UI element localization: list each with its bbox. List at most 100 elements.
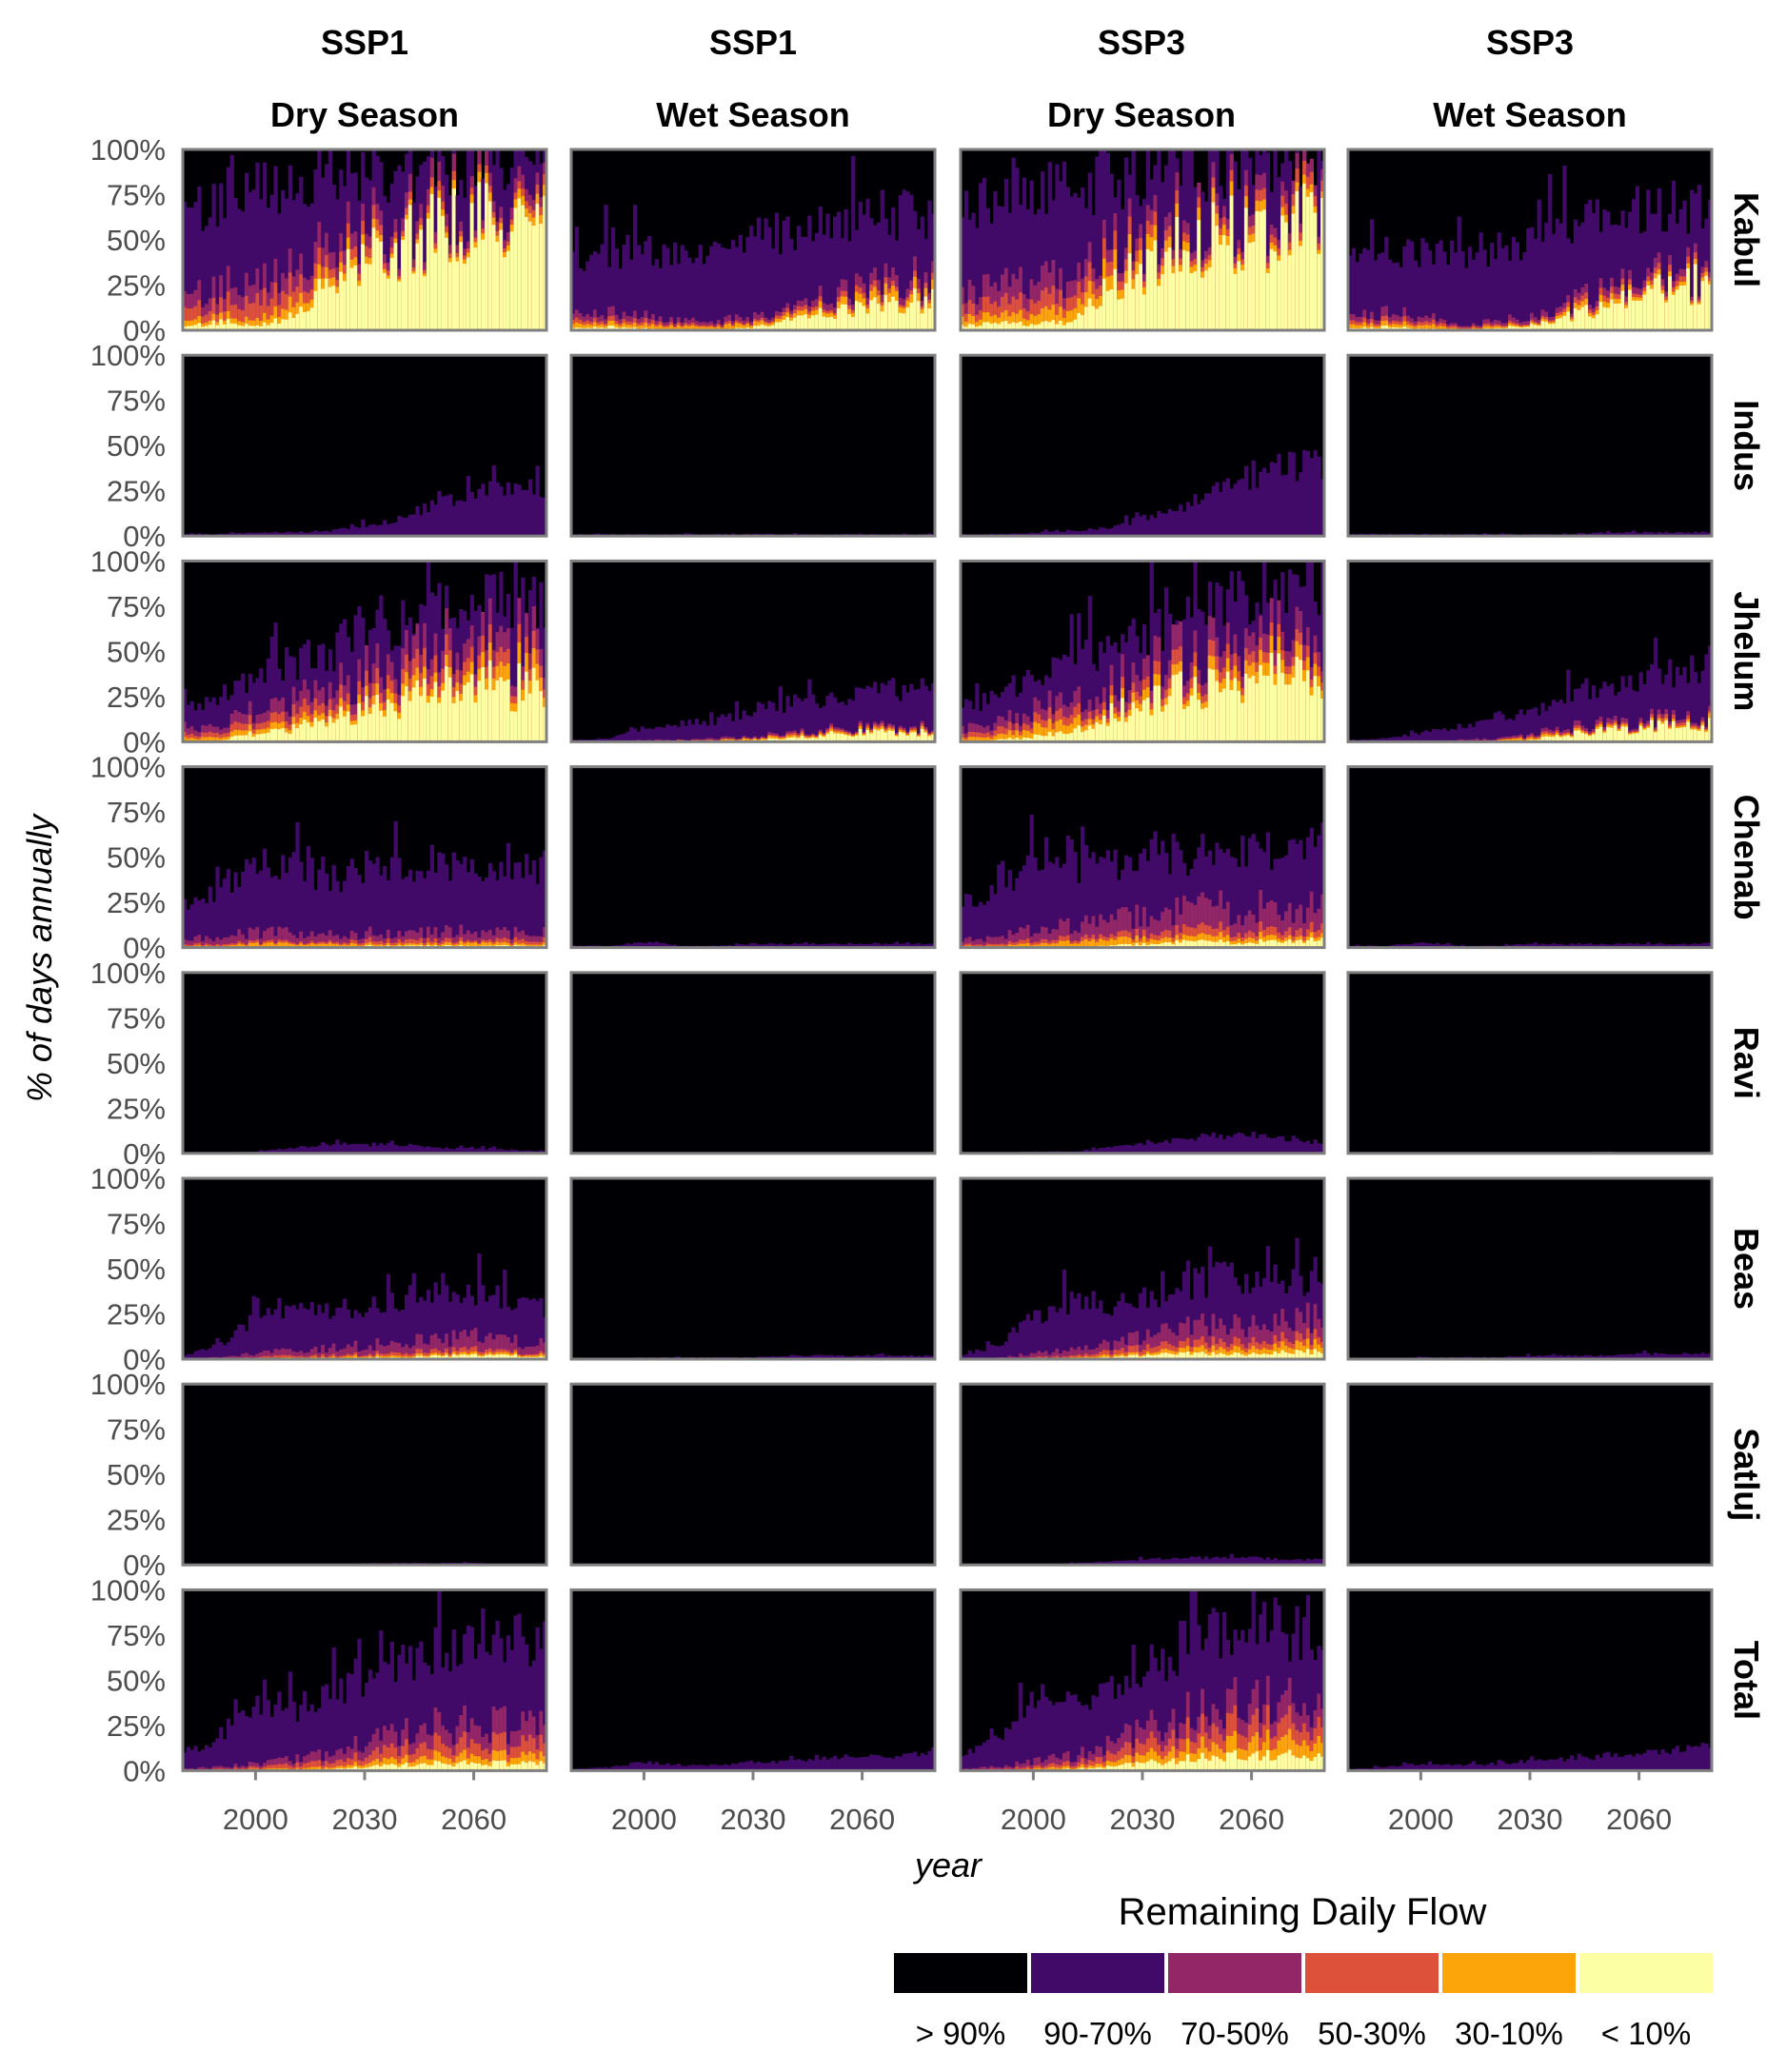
bar-2068-9070: [1668, 659, 1673, 742]
bar-2053-9070: [1613, 532, 1618, 537]
bar-2022-9070: [1113, 849, 1118, 948]
bar-2052-7050: [445, 925, 449, 948]
bar-2064-9070: [876, 943, 882, 948]
bar-1982-3010: [967, 314, 972, 330]
bar-1980-9070: [183, 898, 188, 948]
bar-2026-9070: [349, 651, 354, 742]
bar-2021-10: [1109, 702, 1114, 742]
bar-2065-9070: [1269, 462, 1274, 537]
bar-2055-9070: [1620, 676, 1625, 742]
bar-2077-9070: [535, 883, 540, 948]
bar-1997-3010: [1022, 943, 1027, 948]
bar-2028-10: [1522, 326, 1527, 330]
bar-2034-9070: [1544, 710, 1549, 742]
bar-2055-7050: [455, 935, 460, 948]
bar-2050-10: [1215, 226, 1220, 330]
bar-2053-9070: [836, 211, 842, 330]
bar-2016-10: [313, 290, 318, 330]
bar-2068-10: [503, 257, 507, 330]
bar-2029-9070: [361, 618, 366, 742]
bar-2020-10: [327, 286, 333, 330]
bar-2019-9070: [1101, 527, 1107, 537]
bar-2025-9070: [734, 247, 740, 330]
bar-2035-10: [1161, 711, 1165, 742]
bar-2068-9070: [1668, 532, 1673, 537]
bar-2000-10: [1033, 734, 1038, 742]
bar-2006-9070: [277, 878, 282, 948]
bar-2037-9070: [1555, 701, 1559, 742]
bar-2023-9070: [339, 892, 344, 948]
bar-2072-10: [905, 307, 910, 330]
bar-2060-9070: [862, 214, 866, 330]
bar-2010-3010: [1069, 943, 1074, 948]
bar-1980-7050: [961, 941, 965, 948]
bar-2028-9070: [1522, 714, 1527, 742]
bar-1999-9070: [251, 858, 256, 948]
bar-2004-10: [269, 323, 274, 330]
bar-2011-9070: [1073, 852, 1078, 948]
bar-1985-3010: [979, 319, 983, 330]
bar-2063-9070: [1262, 467, 1267, 537]
bar-2046-10: [1588, 736, 1593, 742]
bar-2050-9070: [437, 852, 442, 948]
bar-2027-3010: [742, 738, 746, 742]
bar-2039-10: [1562, 736, 1567, 742]
bar-2025-9070: [1123, 157, 1129, 330]
bar-2058-9070: [466, 872, 471, 948]
bar-1980-10: [183, 326, 188, 330]
bar-2055-9070: [843, 208, 848, 330]
bar-2074-10: [525, 216, 529, 330]
bar-1998-10: [248, 731, 252, 742]
bar-2028-9070: [357, 527, 362, 537]
bar-2036-9070: [386, 879, 391, 948]
bar-2076-9070: [1309, 561, 1314, 742]
bar-1998-3010: [248, 320, 252, 330]
bar-2001-10: [259, 326, 264, 330]
bar-1984-10: [975, 326, 980, 330]
bar-2022-7050: [1113, 919, 1118, 948]
bar-2020-9070: [1105, 850, 1111, 948]
bar-2065-9070: [880, 944, 884, 948]
bar-2052-9070: [445, 864, 449, 948]
bar-2028-3010: [745, 739, 750, 742]
bar-2079-9070: [931, 943, 936, 948]
bar-2007-9070: [669, 725, 674, 742]
bar-2076-10: [1697, 730, 1701, 742]
bar-2042-9070: [1573, 688, 1578, 742]
bar-2058-10: [1243, 673, 1249, 742]
bar-1999-3010: [1417, 325, 1421, 330]
bar-2011-9070: [1073, 530, 1078, 537]
bar-2019-10: [1101, 278, 1107, 330]
bar-2036-10: [774, 322, 780, 330]
bar-2078-10: [1317, 686, 1321, 742]
bar-1980-9070: [183, 202, 188, 330]
bar-1989-9070: [993, 894, 998, 948]
bar-2026-10: [1127, 944, 1132, 948]
bar-2071-10: [1291, 213, 1296, 330]
bar-2015-10: [1087, 725, 1092, 742]
bar-2068-10: [1668, 276, 1673, 330]
bar-2030-3010: [1142, 936, 1147, 948]
bar-2010-10: [1069, 322, 1074, 330]
bar-2069-10: [894, 736, 900, 742]
bar-2076-9070: [1697, 682, 1701, 742]
bar-2036-10: [1163, 704, 1169, 742]
bar-2055-3010: [455, 943, 460, 948]
bar-2018-9070: [1099, 149, 1103, 330]
bar-2033-9070: [764, 944, 768, 948]
bar-2004-10: [1047, 322, 1052, 330]
bar-2063-10: [873, 729, 878, 742]
bar-1991-5030: [1001, 943, 1005, 948]
bar-2065-10: [491, 225, 496, 330]
bar-2034-10: [1544, 736, 1549, 742]
bar-2021-10: [331, 286, 336, 330]
bar-2024-3010: [1121, 937, 1125, 948]
bar-2047-9070: [426, 511, 431, 537]
bar-2005-3010: [273, 306, 278, 330]
bar-2017-9070: [1095, 529, 1100, 537]
bar-2046-9070: [423, 503, 427, 537]
band-above-90: [571, 355, 935, 537]
bar-2023-7050: [1117, 909, 1121, 948]
bar-1994-3010: [622, 323, 626, 330]
bar-2004-9070: [269, 194, 274, 330]
